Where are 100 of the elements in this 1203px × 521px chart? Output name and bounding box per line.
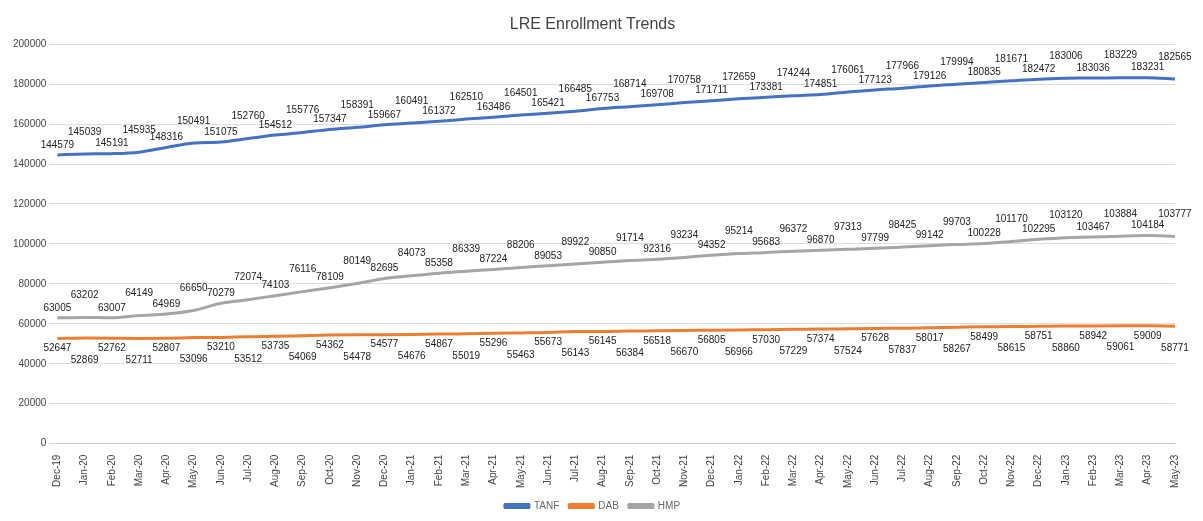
x-tick-label: Jan-22 bbox=[732, 454, 744, 486]
data-label: 93234 bbox=[670, 229, 699, 241]
data-label: 150491 bbox=[176, 114, 211, 126]
data-label: 164501 bbox=[504, 86, 538, 98]
data-label: 162510 bbox=[449, 90, 484, 102]
data-label: 159667 bbox=[367, 108, 402, 120]
legend-label: HMP bbox=[657, 499, 681, 511]
chart-title: LRE Enrollment Trends bbox=[509, 15, 676, 33]
x-tick-label: Mar-23 bbox=[1114, 454, 1126, 487]
data-label: 55019 bbox=[452, 349, 481, 361]
data-label: 57030 bbox=[752, 333, 781, 345]
data-label: 181671 bbox=[994, 52, 1029, 64]
data-label: 57374 bbox=[806, 332, 835, 344]
y-tick-label: 20000 bbox=[18, 397, 47, 409]
data-label: 52711 bbox=[125, 354, 154, 366]
data-label: 53210 bbox=[207, 341, 236, 353]
data-label: 97313 bbox=[833, 221, 863, 233]
x-tick-label: Apr-22 bbox=[814, 454, 826, 485]
data-label: 158391 bbox=[340, 99, 375, 111]
data-label: 89922 bbox=[561, 235, 590, 247]
data-label: 103777 bbox=[1158, 208, 1193, 220]
data-label: 172659 bbox=[722, 70, 756, 82]
data-label: 57837 bbox=[888, 343, 917, 355]
data-label: 169708 bbox=[640, 88, 675, 100]
data-label: 76116 bbox=[289, 263, 317, 275]
x-tick-label: Apr-23 bbox=[1141, 454, 1153, 485]
x-tick-label: May-22 bbox=[841, 454, 853, 489]
data-label: 82695 bbox=[370, 262, 399, 274]
x-tick-label: Sep-20 bbox=[296, 454, 308, 487]
x-tick-label: May-23 bbox=[1168, 454, 1180, 489]
x-tick-label: Mar-21 bbox=[460, 454, 472, 487]
data-label: 145191 bbox=[95, 137, 130, 149]
x-tick-label: Jul-22 bbox=[896, 454, 908, 482]
data-label: 66650 bbox=[179, 282, 209, 294]
x-tick-label: Nov-21 bbox=[678, 454, 690, 487]
data-label: 63005 bbox=[43, 301, 72, 313]
y-tick-label: 100000 bbox=[12, 237, 47, 249]
x-tick-label: Dec-21 bbox=[705, 454, 717, 487]
data-label: 88206 bbox=[506, 239, 536, 251]
data-label: 54577 bbox=[370, 338, 399, 350]
x-tick-label: Nov-22 bbox=[1005, 454, 1017, 487]
data-label: 157347 bbox=[313, 113, 348, 125]
data-label: 103467 bbox=[1076, 220, 1111, 232]
x-tick-label: Oct-22 bbox=[977, 454, 989, 485]
data-label: 52807 bbox=[152, 341, 181, 353]
data-label: 57524 bbox=[833, 344, 863, 356]
data-label: 100228 bbox=[967, 227, 1002, 239]
x-tick-label: Oct-21 bbox=[650, 454, 662, 485]
data-label: 161372 bbox=[422, 105, 457, 117]
data-label: 182472 bbox=[1022, 62, 1056, 74]
data-label: 56670 bbox=[670, 346, 699, 358]
data-label: 53512 bbox=[234, 352, 263, 364]
x-tick-label: Jan-23 bbox=[1059, 454, 1071, 486]
data-label: 56384 bbox=[615, 346, 645, 358]
x-tick-label: Sep-21 bbox=[623, 454, 635, 487]
data-label: 84073 bbox=[397, 247, 427, 259]
data-label: 58499 bbox=[970, 330, 999, 342]
x-tick-label: May-20 bbox=[187, 454, 199, 489]
data-label: 53096 bbox=[179, 353, 209, 365]
data-label: 163486 bbox=[476, 100, 511, 112]
x-tick-label: Mar-22 bbox=[787, 454, 799, 487]
data-label: 165421 bbox=[531, 97, 566, 109]
data-label: 58860 bbox=[1052, 341, 1081, 353]
x-tick-label: Jun-20 bbox=[214, 454, 226, 486]
data-label: 56518 bbox=[643, 334, 672, 346]
y-tick-label: 40000 bbox=[18, 357, 47, 369]
x-tick-label: Mar-20 bbox=[132, 454, 144, 487]
data-label: 63202 bbox=[70, 289, 99, 301]
data-label: 59061 bbox=[1106, 341, 1135, 353]
data-label: 145039 bbox=[67, 125, 102, 137]
data-label: 101170 bbox=[995, 213, 1029, 225]
data-label: 57229 bbox=[779, 345, 808, 357]
data-label: 56805 bbox=[697, 333, 726, 345]
x-tick-label: Aug-22 bbox=[923, 454, 935, 487]
x-tick-label: Dec-20 bbox=[378, 454, 390, 487]
data-label: 95214 bbox=[724, 225, 754, 237]
x-tick-label: Dec-22 bbox=[1032, 454, 1044, 487]
data-label: 56966 bbox=[724, 345, 754, 357]
data-label: 85358 bbox=[425, 256, 454, 268]
legend-label: TANF bbox=[533, 499, 560, 511]
data-label: 58017 bbox=[915, 331, 945, 343]
data-label: 167753 bbox=[585, 92, 620, 104]
data-label: 97799 bbox=[861, 232, 890, 244]
data-label: 54362 bbox=[316, 338, 345, 350]
x-tick-label: Feb-20 bbox=[105, 454, 117, 487]
x-tick-label: Aug-20 bbox=[269, 454, 281, 487]
data-label: 86339 bbox=[452, 242, 481, 254]
data-label: 96372 bbox=[779, 222, 808, 234]
y-tick-label: 200000 bbox=[12, 37, 47, 49]
data-label: 55463 bbox=[506, 348, 536, 360]
data-label: 183036 bbox=[1076, 61, 1111, 73]
data-label: 54069 bbox=[288, 351, 318, 363]
data-label: 91714 bbox=[615, 232, 645, 244]
legend-label: DAB bbox=[598, 499, 620, 511]
data-label: 102295 bbox=[1022, 223, 1056, 235]
data-label: 57628 bbox=[861, 332, 890, 344]
data-label: 183231 bbox=[1131, 61, 1165, 73]
data-label: 53735 bbox=[261, 340, 290, 352]
data-label: 92316 bbox=[643, 243, 672, 255]
data-label: 103120 bbox=[1049, 209, 1084, 221]
